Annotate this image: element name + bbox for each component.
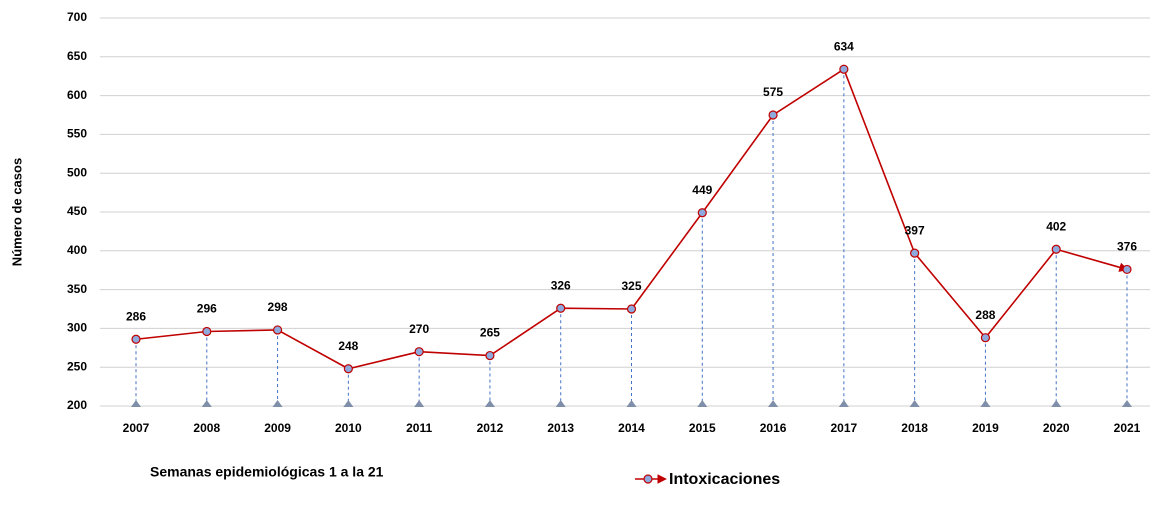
x-tick-label: 2011 [406,421,432,435]
point [626,304,637,314]
point [1051,244,1061,254]
data-label: 298 [268,300,288,314]
point [697,208,707,218]
data-label: 326 [551,278,571,292]
data-label: 270 [409,322,429,336]
baseline-marker [555,400,566,407]
x-tick-label: 2015 [689,421,716,435]
point [414,347,424,357]
data-label: 286 [126,309,146,323]
y-tick-label: 550 [67,127,87,141]
baseline-marker [343,400,354,407]
point [768,110,778,120]
legend-marker [643,474,653,484]
x-tick-label: 2020 [1043,421,1070,435]
y-tick-label: 350 [67,282,87,296]
x-axis-label: Semanas epidemiológicas 1 a la 21 [150,464,384,480]
data-label: 402 [1046,219,1066,233]
y-axis-label: Número de casos [9,158,24,266]
x-tick-label: 2010 [335,421,362,435]
y-tick-label: 400 [67,243,87,257]
point [131,334,141,344]
data-label: 248 [338,339,358,353]
data-label: 325 [621,279,641,293]
data-label: 376 [1117,240,1137,254]
x-tick-label: 2008 [193,421,220,435]
point [272,325,283,335]
x-tick-label: 2012 [477,421,504,435]
legend-label: Intoxicaciones [669,471,780,488]
point [839,64,849,74]
baseline-marker [131,400,141,407]
y-tick-label: 300 [67,321,87,335]
y-tick-label: 450 [67,204,87,218]
point [343,364,353,374]
data-label: 575 [763,85,783,99]
baseline-marker [484,400,495,407]
y-tick-label: 650 [67,49,87,63]
data-label: 449 [692,183,712,197]
data-label: 634 [834,39,854,53]
x-tick-label: 2007 [123,421,150,435]
baseline-marker [697,400,708,407]
y-tick-label: 200 [67,398,87,412]
baseline-marker [838,400,849,407]
y-tick-label: 700 [67,10,87,24]
point [980,333,991,343]
x-tick-label: 2021 [1114,421,1141,435]
y-tick-label: 500 [67,165,87,179]
baseline-marker [1051,400,1062,407]
baseline-marker [1122,400,1132,407]
data-label: 288 [975,308,995,322]
baseline-marker [414,400,425,407]
baseline-marker [272,400,283,407]
data-label: 397 [905,223,925,237]
baseline-marker [909,400,920,407]
data-label: 296 [197,302,217,316]
data-label: 265 [480,326,500,340]
point [202,326,212,337]
point [1122,264,1132,275]
point [485,350,495,361]
baseline-marker [768,400,779,407]
x-tick-label: 2019 [972,421,999,435]
x-tick-label: 2014 [618,421,645,435]
baseline-marker [626,400,637,407]
x-tick-label: 2016 [760,421,787,435]
y-tick-label: 600 [67,88,87,102]
x-tick-label: 2018 [901,421,928,435]
baseline-marker [201,400,212,407]
x-tick-label: 2009 [264,421,291,435]
point [556,303,566,313]
y-tick-label: 250 [67,359,87,373]
x-tick-label: 2017 [831,421,858,435]
point [910,248,920,258]
baseline-marker [980,400,991,407]
x-tick-label: 2013 [547,421,574,435]
